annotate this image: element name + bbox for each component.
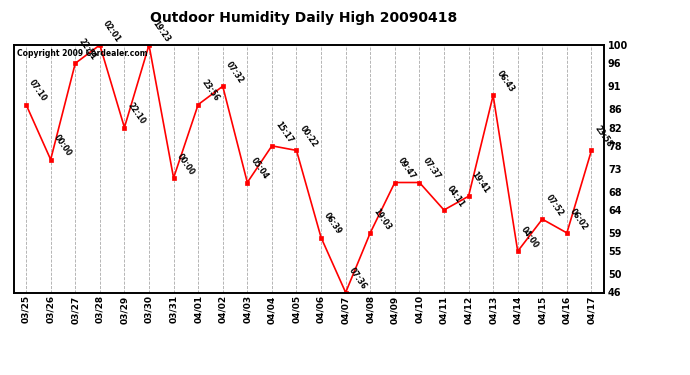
Text: 23:56: 23:56 xyxy=(199,78,221,103)
Text: 22:51: 22:51 xyxy=(77,37,98,62)
Text: 07:10: 07:10 xyxy=(28,78,49,103)
Text: 06:39: 06:39 xyxy=(322,211,344,236)
Text: Copyright 2009 Cardealer.com: Copyright 2009 Cardealer.com xyxy=(17,49,148,58)
Text: 00:00: 00:00 xyxy=(175,152,196,177)
Text: 19:23: 19:23 xyxy=(150,19,172,44)
Text: 00:00: 00:00 xyxy=(52,133,73,158)
Text: 05:04: 05:04 xyxy=(248,156,270,181)
Text: 06:43: 06:43 xyxy=(495,69,515,94)
Text: 07:37: 07:37 xyxy=(421,156,442,181)
Text: 09:47: 09:47 xyxy=(396,156,417,181)
Text: 00:22: 00:22 xyxy=(298,124,319,149)
Text: 07:52: 07:52 xyxy=(544,193,565,218)
Text: 04:00: 04:00 xyxy=(519,225,540,250)
Text: 22:10: 22:10 xyxy=(126,101,147,126)
Text: 15:17: 15:17 xyxy=(273,120,295,144)
Text: 04:11: 04:11 xyxy=(445,184,466,209)
Text: 07:32: 07:32 xyxy=(224,60,246,85)
Text: Outdoor Humidity Daily High 20090418: Outdoor Humidity Daily High 20090418 xyxy=(150,11,457,25)
Text: 23:58: 23:58 xyxy=(593,124,614,149)
Text: 19:41: 19:41 xyxy=(470,170,491,195)
Text: 02:01: 02:01 xyxy=(101,19,122,44)
Text: 06:02: 06:02 xyxy=(569,207,589,231)
Text: 19:03: 19:03 xyxy=(372,207,393,231)
Text: 07:36: 07:36 xyxy=(347,266,368,291)
